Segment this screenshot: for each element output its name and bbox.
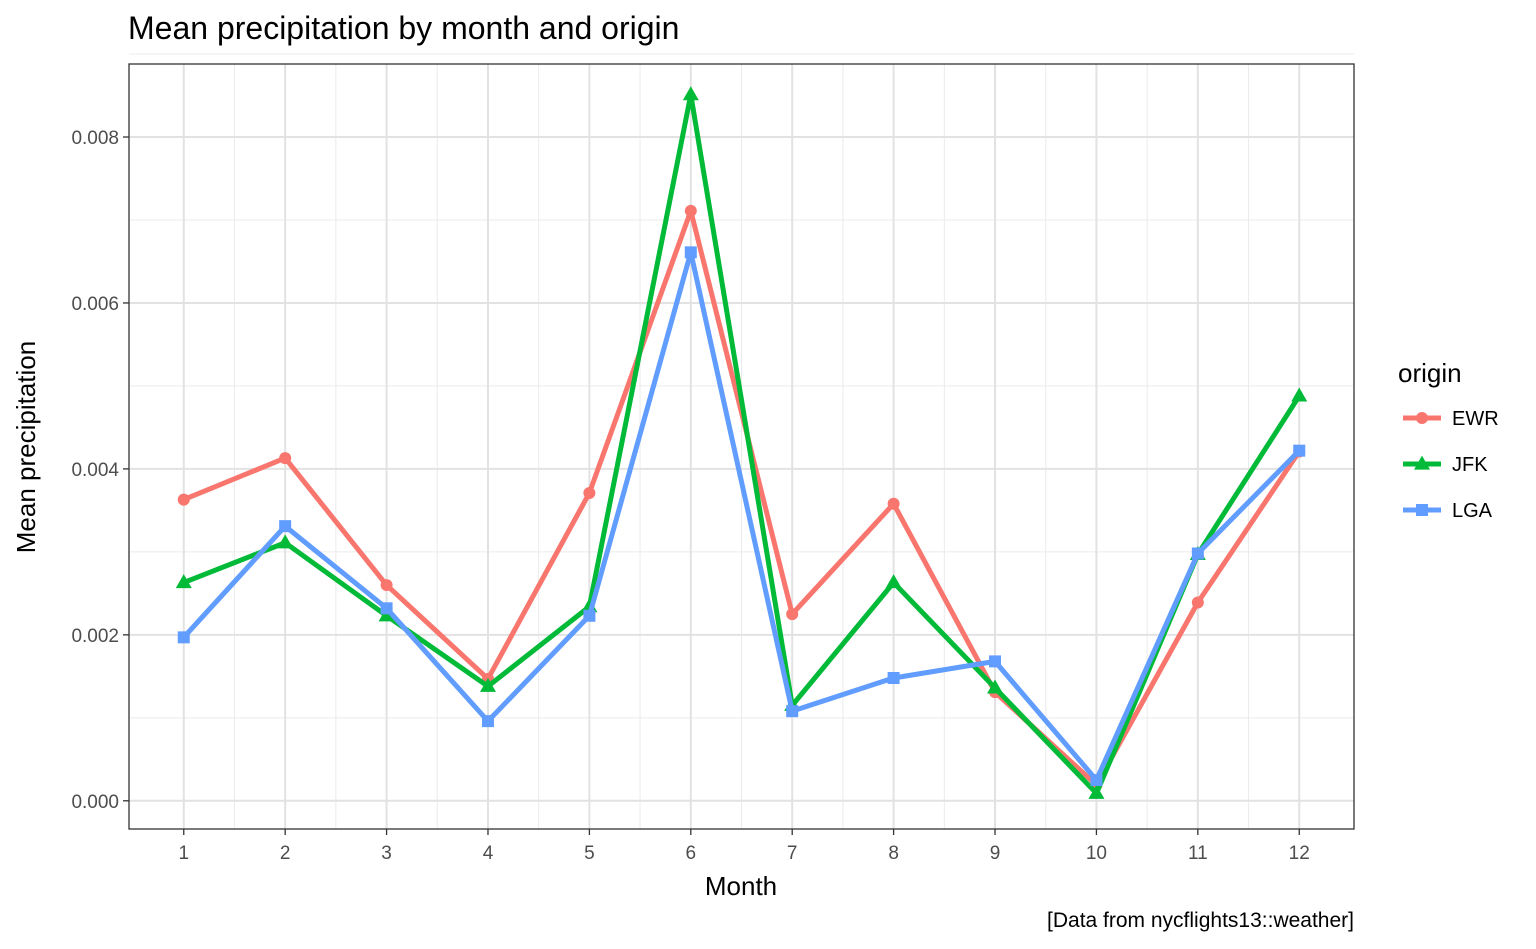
data-point-lga bbox=[684, 246, 697, 259]
data-point-jfk bbox=[479, 677, 496, 692]
y-tick-label: 0.008 bbox=[71, 128, 119, 149]
x-tick-label: 5 bbox=[584, 843, 595, 864]
data-point-lga bbox=[786, 705, 799, 718]
data-point-ewr bbox=[684, 204, 697, 217]
series-lga bbox=[177, 246, 1306, 787]
plot-panel bbox=[128, 53, 1355, 830]
major-gridlines bbox=[129, 64, 1354, 829]
series-line-lga bbox=[181, 249, 1302, 783]
legend-key-marker-lga bbox=[1416, 504, 1428, 516]
x-tick-label: 3 bbox=[381, 843, 392, 864]
data-point-jfk bbox=[987, 679, 1004, 694]
data-point-lga bbox=[583, 609, 596, 622]
data-point-lga bbox=[989, 655, 1002, 668]
data-point-jfk bbox=[378, 607, 395, 622]
legend-item-jfk: JFK bbox=[1403, 454, 1488, 476]
chart-title: Mean precipitation by month and origin bbox=[128, 10, 679, 46]
x-tick-label: 4 bbox=[483, 843, 494, 864]
legend-item-ewr: EWR bbox=[1403, 408, 1499, 430]
x-tick-label: 8 bbox=[888, 843, 899, 864]
x-tick-label: 12 bbox=[1289, 843, 1310, 864]
legend: origin EWR JFK LGA bbox=[1398, 358, 1499, 522]
y-axis-title: Mean precipitation bbox=[11, 341, 41, 553]
legend-title: origin bbox=[1398, 358, 1462, 388]
series-layer bbox=[175, 86, 1308, 799]
x-tick-label: 9 bbox=[990, 843, 1001, 864]
legend-key-marker-jfk bbox=[1414, 455, 1430, 470]
y-tick-label: 0.004 bbox=[71, 460, 119, 481]
data-point-lga bbox=[177, 631, 190, 644]
series-line-jfk bbox=[181, 92, 1302, 796]
x-tick-label: 6 bbox=[686, 843, 697, 864]
data-point-lga bbox=[380, 602, 393, 615]
x-tick-label: 10 bbox=[1086, 843, 1107, 864]
data-point-jfk bbox=[1088, 784, 1105, 799]
data-point-jfk bbox=[1291, 387, 1308, 402]
data-point-ewr bbox=[177, 493, 190, 506]
data-point-lga bbox=[1090, 774, 1103, 787]
data-point-jfk bbox=[175, 574, 192, 589]
data-point-ewr bbox=[279, 452, 292, 465]
data-point-ewr bbox=[887, 497, 900, 510]
panel-border bbox=[128, 63, 1355, 830]
x-tick-label: 1 bbox=[178, 843, 189, 864]
data-point-jfk bbox=[277, 534, 294, 549]
x-tick-label: 11 bbox=[1188, 843, 1208, 864]
data-point-lga bbox=[1191, 547, 1204, 560]
legend-label-ewr: EWR bbox=[1452, 408, 1499, 430]
data-point-ewr bbox=[786, 608, 799, 621]
data-point-lga bbox=[279, 520, 292, 533]
data-point-lga bbox=[1293, 444, 1306, 457]
data-point-lga bbox=[887, 671, 900, 684]
x-axis: 1 2 3 4 5 6 7 8 9 10 11 12 bbox=[178, 829, 1310, 864]
y-tick-label: 0.000 bbox=[71, 792, 119, 813]
chart-caption: [Data from nycflights13::weather] bbox=[1047, 909, 1354, 932]
y-axis: 0.000 0.002 0.004 0.006 0.008 bbox=[71, 128, 129, 813]
x-tick-label: 7 bbox=[787, 843, 798, 864]
legend-label-jfk: JFK bbox=[1452, 454, 1488, 476]
data-point-jfk bbox=[885, 574, 902, 589]
legend-key-marker-ewr bbox=[1416, 412, 1428, 424]
y-tick-label: 0.002 bbox=[71, 626, 119, 647]
legend-label-lga: LGA bbox=[1452, 500, 1493, 522]
data-point-ewr bbox=[380, 579, 393, 592]
data-point-ewr bbox=[1191, 596, 1204, 609]
data-point-jfk bbox=[682, 86, 699, 101]
data-point-ewr bbox=[583, 486, 596, 499]
data-point-lga bbox=[481, 715, 494, 728]
x-tick-label: 2 bbox=[280, 843, 291, 864]
legend-item-lga: LGA bbox=[1403, 500, 1493, 522]
y-tick-label: 0.006 bbox=[71, 294, 119, 315]
x-axis-title: Month bbox=[705, 871, 777, 901]
